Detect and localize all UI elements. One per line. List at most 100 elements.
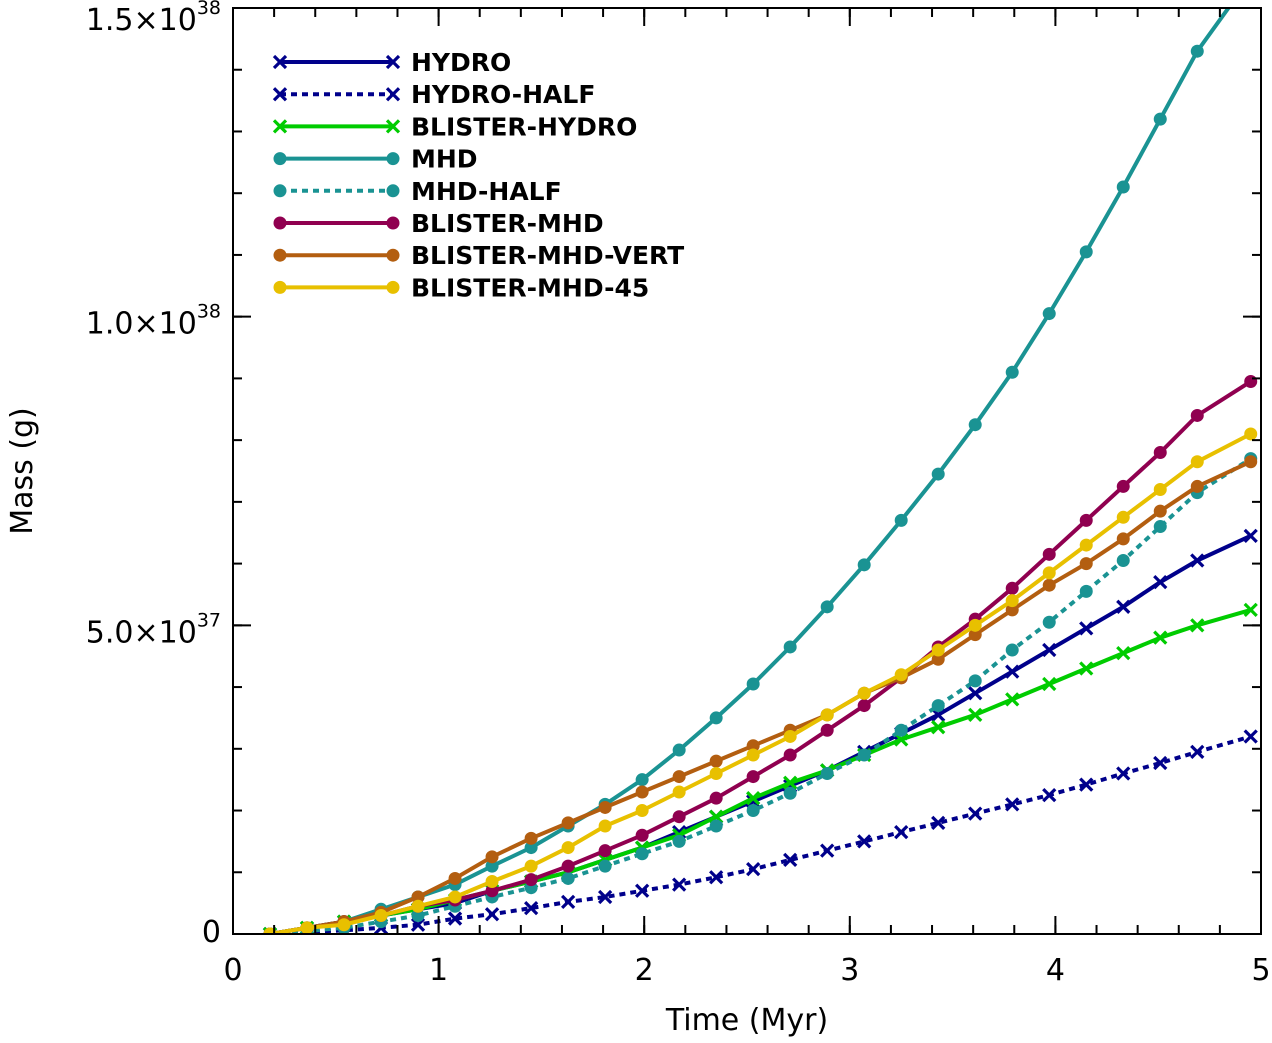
data-point-blister-hydro — [746, 791, 761, 806]
data-point-hydro-half — [635, 883, 650, 898]
data-point-hydro — [1153, 574, 1168, 590]
legend-marker — [273, 184, 287, 198]
data-point-blister-mhd — [1005, 581, 1019, 595]
data-point-blister-hydro — [1116, 645, 1131, 661]
data-point-blister-mhd — [709, 791, 723, 805]
data-point-blister-mhd-vert — [1116, 532, 1130, 546]
data-point-blister-mhd — [1153, 445, 1167, 459]
data-point-hydro-half — [820, 843, 835, 858]
data-point-blister-mhd-45 — [337, 918, 351, 932]
legend-marker — [273, 152, 287, 166]
data-point-blister-mhd-vert — [598, 800, 612, 814]
series-line-mhd-half — [269, 457, 1252, 934]
y-tick-label: 0 — [202, 915, 221, 950]
x-tick-label: 5 — [1251, 953, 1270, 988]
legend-item-blister-mhd: BLISTER-MHD — [273, 209, 604, 238]
data-point-blister-hydro — [1190, 618, 1205, 633]
data-point-mhd-half — [561, 871, 575, 885]
data-point-blister-mhd-vert — [524, 831, 538, 845]
data-point-blister-mhd — [783, 748, 797, 762]
data-point-blister-mhd — [1042, 547, 1056, 561]
data-point-blister-mhd-45 — [746, 748, 760, 762]
data-point-hydro-half — [672, 877, 687, 892]
legend-marker — [386, 248, 400, 262]
data-point-blister-mhd-45 — [448, 890, 462, 904]
data-point-blister-mhd-45 — [968, 618, 982, 632]
data-point-hydro-half — [523, 900, 539, 916]
data-point-blister-hydro — [1153, 630, 1168, 645]
data-point-hydro-half — [484, 907, 500, 922]
data-point-hydro-half — [1116, 766, 1131, 781]
data-point-blister-mhd-vert — [448, 871, 462, 885]
data-point-blister-mhd — [1116, 479, 1130, 493]
data-point-mhd — [672, 743, 686, 757]
data-point-blister-mhd-45 — [1042, 566, 1056, 580]
data-point-mhd — [746, 677, 760, 691]
data-point-mhd-half — [1153, 520, 1167, 534]
series-hydro-half — [262, 729, 1258, 934]
data-point-blister-mhd-45 — [672, 785, 686, 799]
data-point-hydro-half — [560, 894, 576, 910]
data-point-blister-mhd-45 — [783, 729, 797, 743]
data-point-mhd-half — [635, 847, 649, 861]
data-point-blister-mhd-vert — [485, 850, 499, 864]
data-point-mhd-half — [783, 786, 797, 800]
data-point-mhd-half — [894, 723, 908, 737]
data-point-mhd — [857, 558, 871, 572]
data-point-mhd-half — [411, 908, 425, 922]
data-point-blister-mhd-45 — [931, 643, 945, 657]
data-point-blister-mhd — [485, 884, 499, 898]
x-tick-label: 2 — [635, 953, 654, 988]
data-point-hydro-half — [968, 806, 983, 821]
data-point-blister-hydro — [968, 707, 983, 722]
data-point-blister-mhd — [598, 844, 612, 858]
data-point-hydro — [1116, 599, 1131, 614]
data-point-mhd-half — [598, 859, 612, 873]
data-point-blister-mhd-vert — [561, 816, 575, 830]
data-point-blister-mhd — [1244, 374, 1258, 388]
x-tick-label: 0 — [223, 953, 242, 988]
legend-item-blister-mhd-vert: BLISTER-MHD-VERT — [273, 241, 684, 270]
legend-marker — [385, 87, 401, 102]
data-point-blister-mhd-vert — [1153, 504, 1167, 518]
series-hydro — [262, 528, 1258, 934]
series-line-blister-mhd-45 — [269, 432, 1252, 934]
ticks-layer: 0 1 2 3 4 5 0 5.0×1037 1.0×1038 1.5×1038 — [86, 0, 1271, 988]
data-point-blister-mhd-vert — [709, 754, 723, 768]
data-point-blister-hydro — [894, 732, 909, 747]
data-point-blister-hydro — [709, 809, 724, 824]
plot-frame — [232, 7, 1262, 935]
data-point-hydro — [968, 686, 983, 701]
data-point-hydro-half — [1005, 797, 1020, 812]
data-point-hydro-half — [1153, 755, 1168, 771]
series-blister-mhd-45 — [263, 427, 1258, 934]
data-point-mhd-half — [1042, 615, 1056, 629]
data-point-hydro-half — [857, 834, 872, 849]
data-point-blister-mhd-45 — [1153, 483, 1167, 497]
data-point-mhd — [1005, 365, 1019, 379]
data-point-blister-hydro — [1042, 676, 1057, 692]
data-point-hydro-half — [709, 870, 724, 885]
data-point-hydro — [1005, 664, 1020, 679]
data-point-hydro — [1190, 553, 1205, 568]
data-point-blister-mhd-vert — [672, 770, 686, 784]
data-point-hydro — [1243, 528, 1258, 543]
data-point-blister-mhd — [746, 770, 760, 784]
data-point-hydro-half — [598, 889, 613, 905]
data-point-hydro-half — [931, 815, 946, 831]
data-point-hydro-half — [1042, 787, 1057, 803]
data-point-mhd-half — [1079, 584, 1093, 598]
data-point-blister-mhd-45 — [709, 766, 723, 780]
data-point-blister-mhd-45 — [598, 819, 612, 833]
data-point-mhd — [783, 640, 797, 654]
legend-label: BLISTER-MHD-VERT — [411, 241, 684, 270]
data-point-blister-mhd-45 — [300, 921, 314, 934]
legend-label: MHD-HALF — [411, 177, 562, 206]
data-point-mhd — [931, 467, 945, 481]
series-line-blister-mhd — [269, 379, 1252, 934]
x-axis-label: Time (Myr) — [665, 1003, 828, 1038]
data-point-blister-mhd-45 — [411, 899, 425, 913]
data-point-hydro-half — [1079, 777, 1094, 792]
data-point-mhd — [524, 841, 538, 855]
data-point-blister-mhd — [820, 723, 834, 737]
